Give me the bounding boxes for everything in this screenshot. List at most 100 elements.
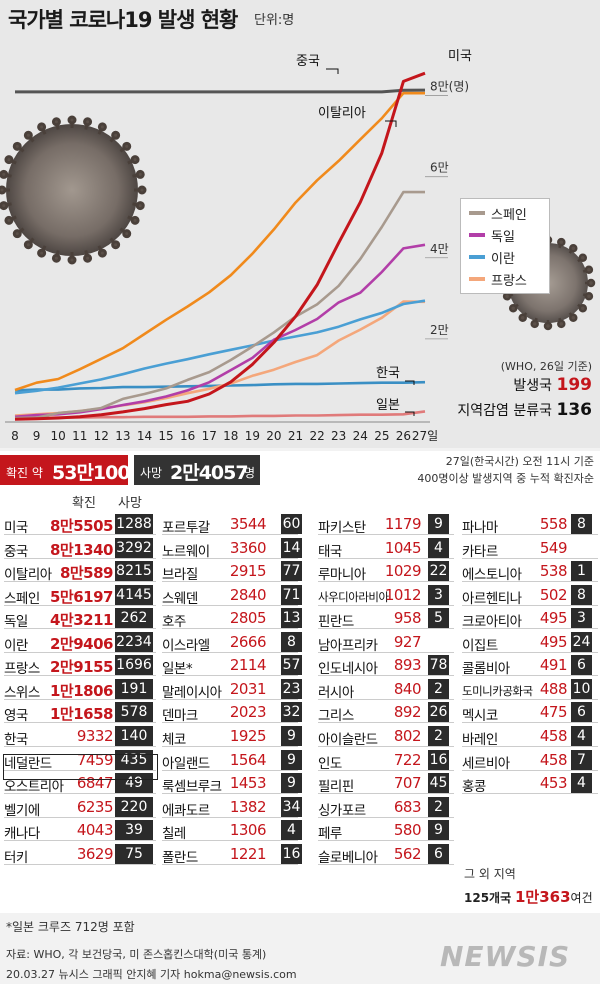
who-note: (WHO, 26일 기준) (500, 360, 592, 373)
countries-label: 발생국 (513, 378, 553, 394)
virus-spike-tip (135, 169, 145, 179)
summary-note-line1: 27일(한국시간) 오전 11시 기준 (445, 455, 594, 468)
virus-spike-tip (508, 304, 518, 313)
table-row: 아르헨티나 502 8 (462, 584, 598, 607)
legend-swatch (469, 233, 485, 237)
virus-spike-tip (578, 253, 588, 262)
country-name: 프랑스 (4, 661, 40, 678)
death-count: 24 (571, 631, 592, 652)
country-name: 남아프리카 (318, 637, 378, 654)
virus-spike-tip (23, 240, 33, 250)
table-row: 카타르 549 (462, 537, 598, 560)
virus-spike-tip (122, 229, 132, 239)
virus-spike-tip (0, 201, 9, 211)
death-count: 9 (281, 725, 302, 746)
virus-spike-tip (569, 243, 578, 253)
virus-spike-tip (502, 292, 512, 301)
death-count: 71 (281, 584, 302, 605)
virus-spike-tip (111, 240, 121, 250)
country-name: 칠레 (162, 826, 186, 843)
country-name: 태국 (318, 543, 342, 560)
table-row: 태국 1045 4 (318, 537, 454, 560)
confirmed-count: 2805 (229, 609, 267, 628)
confirmed-count: 1306 (229, 821, 267, 840)
death-count: 10 (571, 678, 592, 699)
confirmed-count: 3629 (76, 844, 114, 863)
country-name: 그리스 (318, 708, 354, 725)
table-row: 폴란드 1221 16 (162, 843, 302, 866)
confirmed-count: 1453 (229, 774, 267, 793)
confirmed-count: 5만6197 (50, 587, 114, 606)
row-divider (462, 745, 598, 747)
country-name: 콜롬비아 (462, 661, 510, 678)
virus-spike-tip (130, 155, 140, 165)
row-divider (162, 557, 298, 559)
row-divider (318, 604, 454, 606)
confirmed-count: 1221 (229, 844, 267, 863)
row-divider (462, 675, 598, 677)
death-count: 16 (428, 749, 449, 770)
virus-spike-tip (569, 313, 578, 323)
table-row: 호주 2805 13 (162, 607, 302, 630)
row-divider (462, 698, 598, 700)
death-count: 39 (115, 820, 153, 841)
confirmed-count: 1만1806 (50, 681, 114, 700)
confirmed-count: 6235 (76, 797, 114, 816)
confirmed-count: 491 (539, 656, 568, 675)
legend-item-france: 프랑스 (469, 269, 527, 289)
legend-item-iran: 이란 (469, 247, 515, 267)
virus-spike-tip (122, 141, 132, 151)
country-name: 중국 (4, 543, 28, 560)
country-name: 룩셈브루크 (162, 779, 222, 796)
deaths-label: 사망 (140, 466, 163, 480)
country-name: 캐나다 (4, 826, 40, 843)
row-divider (162, 840, 298, 842)
death-count: 4 (281, 820, 302, 841)
x-tick-label: 24 (353, 429, 368, 443)
confirmed-count: 1382 (229, 797, 267, 816)
country-name: 이집트 (462, 637, 498, 654)
row-divider (462, 604, 598, 606)
virus-spike-tip (0, 185, 7, 195)
confirmed-count: 580 (393, 821, 422, 840)
y-tick-label: 4만 (430, 242, 449, 256)
table-row: 슬로베니아 562 6 (318, 843, 454, 866)
virus-spike-tip (518, 313, 527, 323)
table-row: 캐나다 4043 39 (4, 819, 156, 843)
death-count: 8 (571, 584, 592, 605)
table-row: 오스트리아 6847 49 (4, 772, 156, 795)
legend-label: 프랑스 (491, 273, 527, 289)
confirmed-count: 2만9406 (50, 634, 114, 653)
table-row: 루마니아 1029 22 (318, 560, 454, 583)
confirmed-count: 3360 (229, 538, 267, 557)
virus-spike-tip (97, 248, 107, 258)
legend-swatch (469, 277, 485, 281)
death-count: 77 (281, 561, 302, 582)
country-name: 스웨덴 (162, 590, 198, 607)
confirmed-count: 802 (393, 726, 422, 745)
death-count: 9 (281, 773, 302, 794)
row-divider (318, 863, 454, 865)
row-divider (318, 534, 454, 535)
country-name: 러시아 (318, 684, 354, 701)
death-count: 578 (115, 702, 153, 723)
country-name: 멕시코 (462, 708, 498, 725)
row-divider (4, 651, 156, 653)
death-count: 5 (428, 608, 449, 629)
virus-spike-tip (557, 237, 566, 247)
virus-spike-tip (578, 304, 588, 313)
country-name: 벨기에 (4, 802, 40, 819)
confirmed-count: 562 (393, 844, 422, 863)
other-regions: 그 외 지역 125개국 1만363여건 (464, 865, 596, 907)
legend-item-spain: 스페인 (469, 203, 527, 223)
confirmed-count: 1012 (384, 585, 422, 604)
unit-label: 단위:명 (254, 13, 295, 28)
table-row: 아일랜드 1564 9 (162, 749, 302, 772)
table-row: 파나마 558 8 (462, 513, 598, 536)
virus-spike-tip (67, 255, 77, 265)
death-count: 2234 (115, 631, 153, 652)
confirmed-count: 1029 (384, 562, 422, 581)
table-row: 브라질 2915 77 (162, 560, 302, 583)
death-count: 13 (281, 608, 302, 629)
table-row: 일본* 2114 57 (162, 654, 302, 677)
